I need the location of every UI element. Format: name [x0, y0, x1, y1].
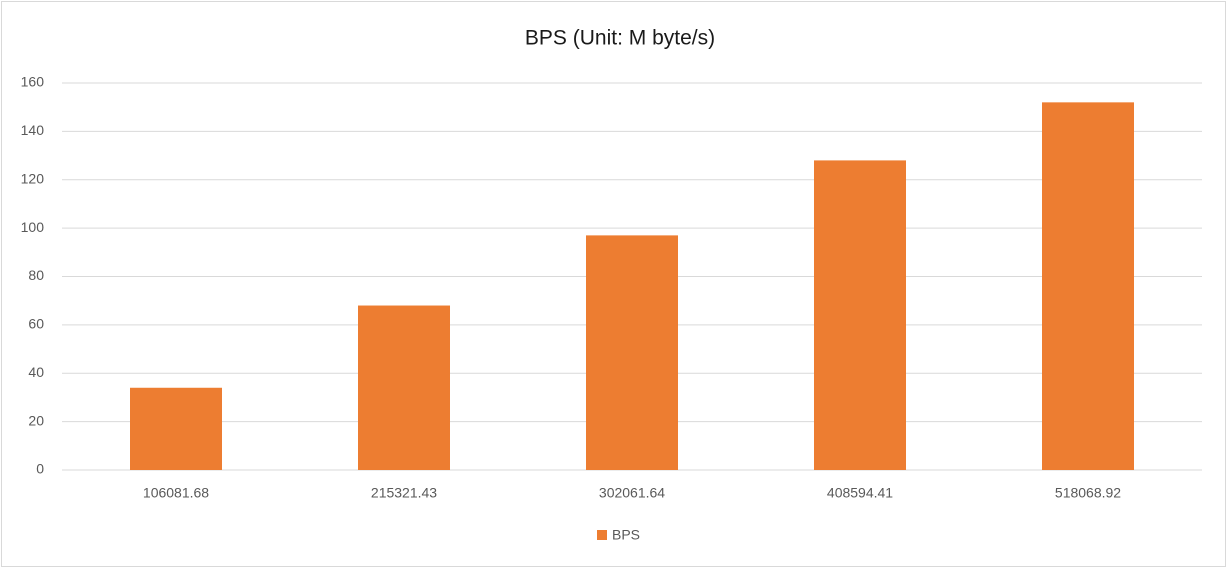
y-tick-label: 20 — [28, 412, 44, 428]
y-tick-label: 100 — [21, 219, 45, 235]
legend-label: BPS — [612, 527, 640, 543]
x-tick-label: 106081.68 — [143, 485, 209, 501]
y-tick-label: 120 — [21, 170, 45, 186]
y-tick-label: 160 — [21, 74, 45, 90]
bar — [130, 387, 222, 470]
y-tick-label: 80 — [28, 267, 44, 283]
chart-title: BPS (Unit: M byte/s) — [525, 27, 715, 50]
y-tick-label: 0 — [36, 461, 44, 477]
legend-swatch — [597, 530, 607, 540]
x-tick-label: 215321.43 — [371, 485, 437, 501]
bar — [358, 305, 450, 470]
x-tick-label: 408594.41 — [827, 485, 893, 501]
y-tick-label: 60 — [28, 316, 44, 332]
x-tick-label: 302061.64 — [599, 485, 665, 501]
bar — [1042, 102, 1134, 470]
bar — [586, 235, 678, 470]
y-tick-label: 140 — [21, 122, 45, 138]
y-tick-label: 40 — [28, 364, 44, 380]
x-tick-label: 518068.92 — [1055, 485, 1121, 501]
bar — [814, 160, 906, 470]
